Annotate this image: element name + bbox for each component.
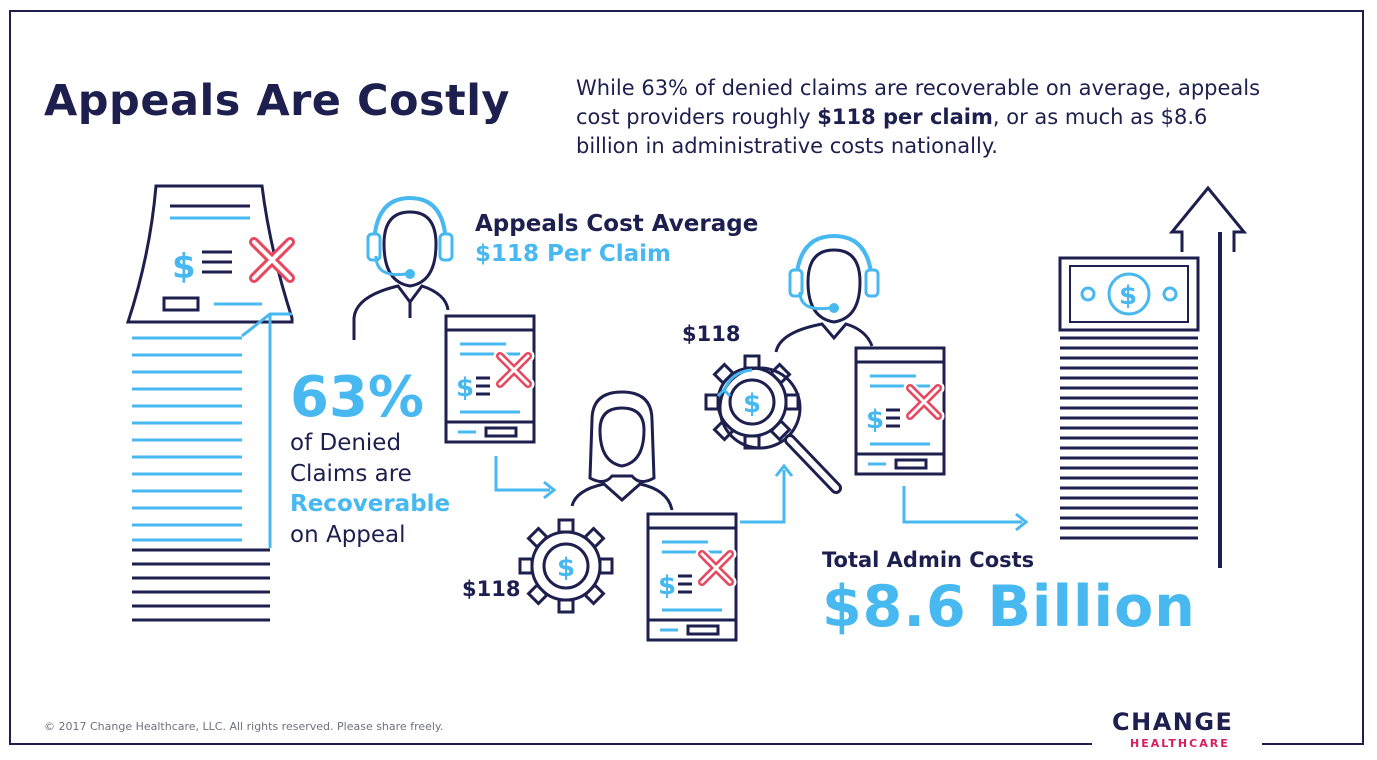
headset-agent-icon xyxy=(352,195,454,340)
svg-text:$: $ xyxy=(1119,281,1137,311)
cost-label-lower: $118 xyxy=(462,577,521,601)
cost-label-upper: $118 xyxy=(682,322,741,346)
document-stack-icon: $ xyxy=(125,184,295,622)
up-arrow-icon xyxy=(1168,185,1248,568)
logo-subtext: HEALTHCARE xyxy=(1130,737,1230,750)
intro-text: While 63% of denied claims are recoverab… xyxy=(576,74,1276,161)
stat-line-3: Recoverable xyxy=(290,491,451,517)
denied-claim-icon xyxy=(856,348,944,474)
stat-line-1: of Denied xyxy=(290,430,402,456)
stat-line-2: Claims are xyxy=(290,461,412,487)
svg-text:$: $ xyxy=(172,247,196,287)
bottom-rule-right xyxy=(1262,743,1364,745)
denied-claim-icon xyxy=(446,316,534,442)
total-heading: Total Admin Costs xyxy=(822,548,1035,572)
intro-part2: , or as much as $8.6 billion in administ… xyxy=(576,105,1208,158)
intro-part1: While 63% of denied claims are recoverab… xyxy=(576,76,1261,129)
gear-dollar-icon xyxy=(518,518,614,614)
total-value: $8.6 Billion xyxy=(822,574,1196,640)
appeals-subheading: $118 Per Claim xyxy=(475,241,671,267)
money-stack-icon: $ xyxy=(1058,256,1200,540)
appeals-heading: Appeals Cost Average xyxy=(475,211,759,237)
denied-claim-icon xyxy=(648,514,736,640)
page-title: Appeals Are Costly xyxy=(44,76,510,126)
stat-line-4: on Appeal xyxy=(290,522,406,548)
gear-search-icon xyxy=(704,354,842,494)
headset-agent-icon xyxy=(774,233,880,353)
slide-frame xyxy=(9,10,1364,745)
woman-icon xyxy=(570,390,674,511)
copyright-footer: © 2017 Change Healthcare, LLC. All right… xyxy=(44,720,444,733)
intro-bold: $118 per claim xyxy=(817,105,993,129)
recoverable-percent: 63% xyxy=(290,365,425,430)
bottom-rule-left xyxy=(9,743,1092,745)
logo-wordmark: CHANGE xyxy=(1112,708,1234,736)
